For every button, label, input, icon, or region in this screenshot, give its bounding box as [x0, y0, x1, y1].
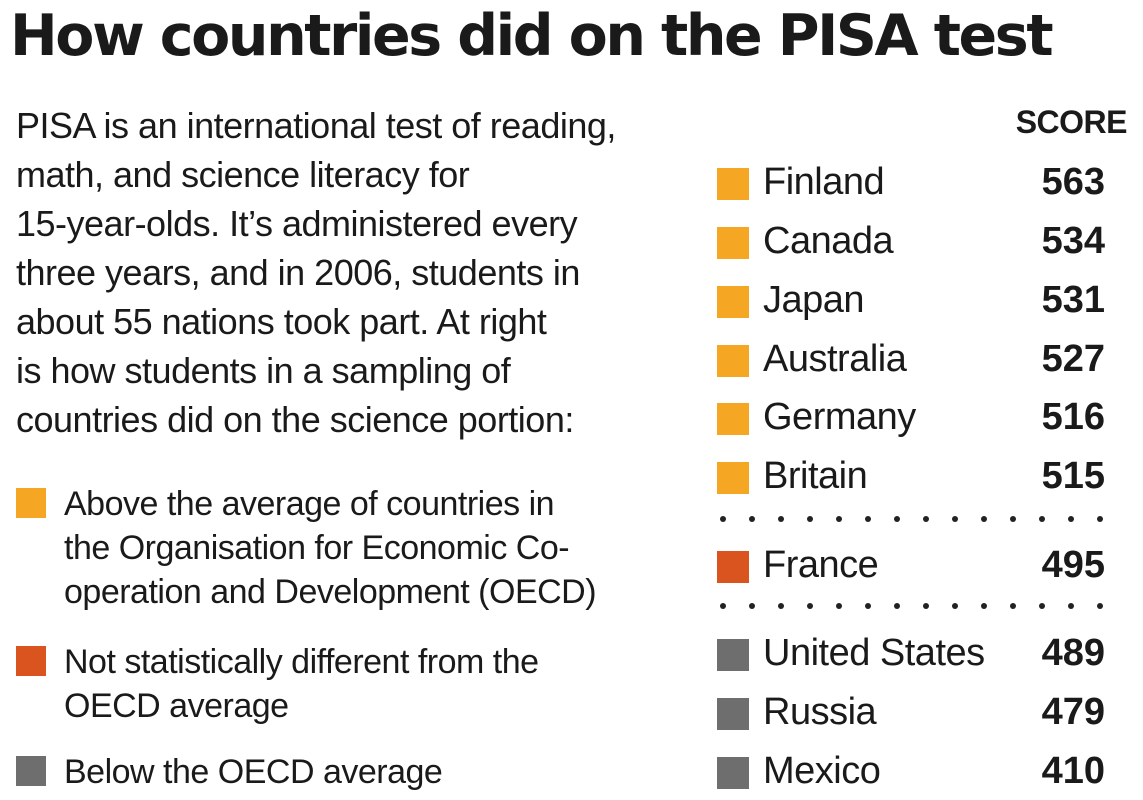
legend-text-line: the Organisation for Economic Co-: [64, 529, 570, 567]
legend-swatch: [16, 756, 46, 786]
intro-line: 15-year-olds. It’s administered every: [16, 203, 578, 244]
separator-dot: [1010, 603, 1016, 609]
legend-text-line: Below the OECD average: [64, 753, 443, 791]
score-column-header: SCORE: [1015, 104, 1128, 140]
table-row: France 495: [717, 543, 1109, 587]
country-score: 495: [1041, 544, 1105, 586]
country-name: Germany: [763, 396, 916, 438]
legend-swatch: [16, 646, 46, 676]
country-name: Japan: [763, 279, 865, 321]
country-name: Russia: [763, 691, 877, 733]
category-swatch: [717, 227, 749, 259]
separator-dot: [836, 603, 842, 609]
separator-dot: [923, 516, 929, 522]
separator-dot: [749, 516, 755, 522]
country-name: France: [763, 544, 879, 586]
intro-line: is how students in a sampling of: [16, 350, 511, 391]
legend-text-line: OECD average: [64, 687, 289, 725]
separator-dot: [1010, 516, 1016, 522]
separator-dot: [923, 603, 929, 609]
intro-line: countries did on the science portion:: [16, 399, 574, 440]
country-score: 515: [1041, 455, 1105, 497]
country-score: 531: [1041, 279, 1105, 321]
legend-text-line: operation and Development (OECD): [64, 573, 597, 611]
legend-text: Above the average of countries in the Org…: [64, 482, 664, 614]
table-row: Russia 479: [717, 690, 1109, 734]
separator-dot: [1097, 516, 1103, 522]
intro-line: PISA is an international test of reading…: [16, 105, 616, 146]
intro-line: three years, and in 2006, students in: [16, 252, 580, 293]
separator-dot: [894, 603, 900, 609]
country-name: United States: [763, 632, 985, 674]
separator-dot: [720, 516, 726, 522]
separator-dot: [778, 603, 784, 609]
country-name: Britain: [763, 455, 868, 497]
intro-line: about 55 nations took part. At right: [16, 301, 547, 342]
separator-dot: [807, 516, 813, 522]
separator-dot: [836, 516, 842, 522]
separator-dot: [1039, 603, 1045, 609]
separator-dot: [1068, 603, 1074, 609]
separator-dot: [778, 516, 784, 522]
table-row: Britain 515: [717, 454, 1109, 498]
legend-text: Not statistically different from the OECD…: [64, 640, 664, 728]
category-swatch: [717, 286, 749, 318]
country-name: Australia: [763, 338, 907, 380]
separator-dot: [865, 603, 871, 609]
country-name: Mexico: [763, 750, 881, 792]
country-name: Finland: [763, 161, 885, 203]
separator-dot: [749, 603, 755, 609]
legend-text-line: Above the average of countries in: [64, 485, 555, 523]
separator-dot: [807, 603, 813, 609]
country-score: 410: [1041, 750, 1105, 792]
table-row: Canada 534: [717, 219, 1109, 263]
dotted-separator: [717, 516, 1109, 526]
table-row: Japan 531: [717, 278, 1109, 322]
separator-dot: [1068, 516, 1074, 522]
category-swatch: [717, 698, 749, 730]
table-row: Mexico 410: [717, 749, 1109, 793]
table-row: Australia 527: [717, 337, 1109, 381]
table-row: Finland 563: [717, 160, 1109, 204]
category-swatch: [717, 639, 749, 671]
legend-text-line: Not statistically different from the: [64, 643, 539, 681]
separator-dot: [981, 516, 987, 522]
separator-dot: [952, 603, 958, 609]
table-row: United States 489: [717, 631, 1109, 675]
legend-swatch: [16, 488, 46, 518]
category-swatch: [717, 403, 749, 435]
country-score: 489: [1041, 632, 1105, 674]
country-name: Canada: [763, 220, 894, 262]
category-swatch: [717, 345, 749, 377]
intro-line: math, and science literacy for: [16, 154, 470, 195]
dotted-separator: [717, 603, 1109, 613]
country-score: 516: [1041, 396, 1105, 438]
legend-text: Below the OECD average: [64, 750, 664, 794]
country-score: 563: [1041, 161, 1105, 203]
country-score: 527: [1041, 338, 1105, 380]
category-swatch: [717, 168, 749, 200]
category-swatch: [717, 462, 749, 494]
page-title: How countries did on the PISA test: [10, 3, 1054, 69]
separator-dot: [894, 516, 900, 522]
category-swatch: [717, 551, 749, 583]
separator-dot: [865, 516, 871, 522]
country-score: 534: [1041, 220, 1105, 262]
separator-dot: [952, 516, 958, 522]
category-swatch: [717, 757, 749, 789]
separator-dot: [1097, 603, 1103, 609]
separator-dot: [1039, 516, 1045, 522]
intro-paragraph: PISA is an international test of reading…: [16, 101, 706, 444]
table-row: Germany 516: [717, 395, 1109, 439]
separator-dot: [981, 603, 987, 609]
separator-dot: [720, 603, 726, 609]
country-score: 479: [1041, 691, 1105, 733]
